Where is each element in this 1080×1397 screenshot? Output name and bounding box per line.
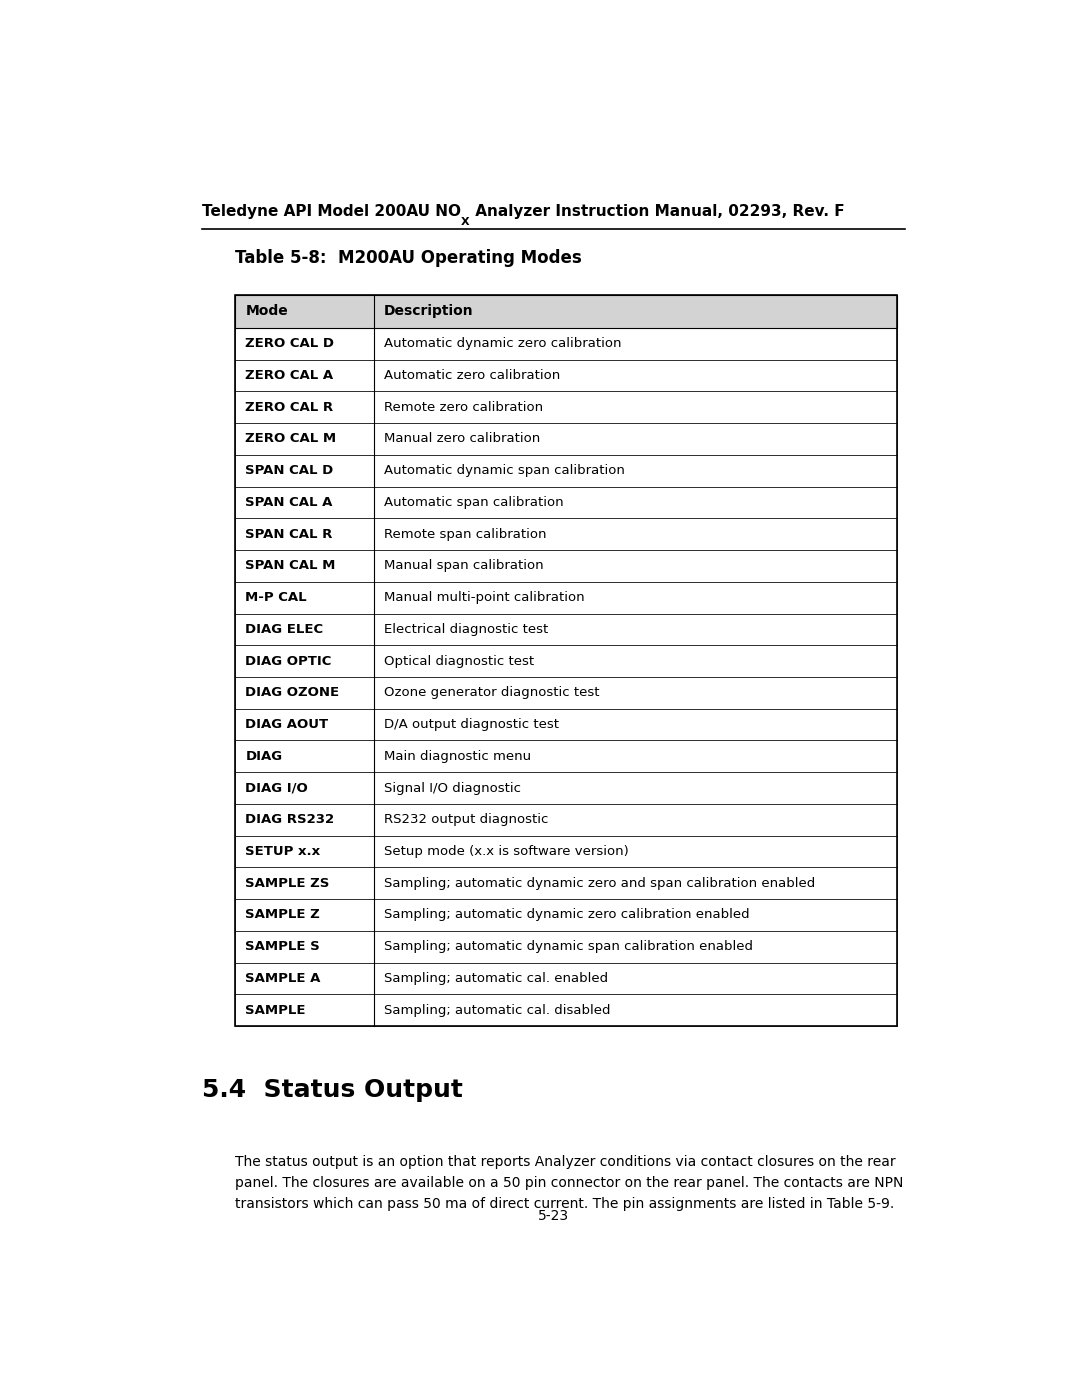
Text: Automatic dynamic zero calibration: Automatic dynamic zero calibration: [383, 337, 621, 351]
Bar: [235, 773, 896, 803]
Text: Sampling; automatic cal. disabled: Sampling; automatic cal. disabled: [383, 1003, 610, 1017]
Text: SETUP x.x: SETUP x.x: [245, 845, 321, 858]
Bar: [235, 645, 896, 678]
Text: Table 5-8:  M200AU Operating Modes: Table 5-8: M200AU Operating Modes: [235, 249, 582, 267]
Text: Setup mode (x.x is software version): Setup mode (x.x is software version): [383, 845, 629, 858]
Text: Signal I/O diagnostic: Signal I/O diagnostic: [383, 781, 521, 795]
Text: Sampling; automatic dynamic span calibration enabled: Sampling; automatic dynamic span calibra…: [383, 940, 753, 953]
Text: RS232 output diagnostic: RS232 output diagnostic: [383, 813, 548, 826]
Bar: [235, 359, 896, 391]
Text: DIAG RS232: DIAG RS232: [245, 813, 335, 826]
Text: Remote span calibration: Remote span calibration: [383, 528, 546, 541]
Text: DIAG OPTIC: DIAG OPTIC: [245, 655, 332, 668]
Text: Automatic zero calibration: Automatic zero calibration: [383, 369, 559, 381]
Text: Teledyne API Model 200AU NO: Teledyne API Model 200AU NO: [202, 204, 461, 219]
Bar: [235, 708, 896, 740]
Text: SAMPLE Z: SAMPLE Z: [245, 908, 321, 922]
Bar: [235, 740, 896, 773]
Text: ZERO CAL A: ZERO CAL A: [245, 369, 334, 381]
Text: Sampling; automatic dynamic zero calibration enabled: Sampling; automatic dynamic zero calibra…: [383, 908, 750, 922]
Bar: [235, 391, 896, 423]
Text: DIAG ELEC: DIAG ELEC: [245, 623, 324, 636]
Text: Description: Description: [383, 305, 473, 319]
Bar: [235, 423, 896, 455]
Bar: [235, 328, 896, 359]
Text: DIAG I/O: DIAG I/O: [245, 781, 308, 795]
Text: SAMPLE A: SAMPLE A: [245, 972, 321, 985]
Bar: [235, 835, 896, 868]
Bar: [235, 900, 896, 930]
Text: DIAG AOUT: DIAG AOUT: [245, 718, 328, 731]
Bar: [235, 486, 896, 518]
Text: Automatic span calibration: Automatic span calibration: [383, 496, 563, 509]
Bar: [235, 455, 896, 486]
Text: SPAN CAL D: SPAN CAL D: [245, 464, 334, 478]
Text: Sampling; automatic cal. enabled: Sampling; automatic cal. enabled: [383, 972, 608, 985]
Text: Sampling; automatic dynamic zero and span calibration enabled: Sampling; automatic dynamic zero and spa…: [383, 877, 814, 890]
Text: Electrical diagnostic test: Electrical diagnostic test: [383, 623, 548, 636]
Text: Manual multi-point calibration: Manual multi-point calibration: [383, 591, 584, 604]
Text: SPAN CAL M: SPAN CAL M: [245, 559, 336, 573]
Text: ZERO CAL M: ZERO CAL M: [245, 433, 337, 446]
Bar: [235, 550, 896, 581]
Text: Optical diagnostic test: Optical diagnostic test: [383, 655, 534, 668]
Text: Ozone generator diagnostic test: Ozone generator diagnostic test: [383, 686, 599, 700]
Bar: [235, 995, 896, 1025]
Text: The status output is an option that reports Analyzer conditions via contact clos: The status output is an option that repo…: [235, 1155, 904, 1211]
Text: X: X: [461, 217, 470, 226]
Text: Manual span calibration: Manual span calibration: [383, 559, 543, 573]
Text: SAMPLE: SAMPLE: [245, 1003, 306, 1017]
Bar: [235, 581, 896, 613]
Text: 5.4  Status Output: 5.4 Status Output: [202, 1077, 463, 1102]
Text: SAMPLE ZS: SAMPLE ZS: [245, 877, 329, 890]
Bar: [235, 803, 896, 835]
Bar: [235, 930, 896, 963]
Text: Main diagnostic menu: Main diagnostic menu: [383, 750, 530, 763]
Bar: [235, 678, 896, 708]
Text: SPAN CAL R: SPAN CAL R: [245, 528, 333, 541]
Bar: [235, 295, 896, 1025]
Text: SAMPLE S: SAMPLE S: [245, 940, 321, 953]
Text: Mode: Mode: [245, 305, 288, 319]
Bar: [235, 295, 896, 328]
Text: ZERO CAL R: ZERO CAL R: [245, 401, 334, 414]
Text: Remote zero calibration: Remote zero calibration: [383, 401, 543, 414]
Text: Automatic dynamic span calibration: Automatic dynamic span calibration: [383, 464, 624, 478]
Text: Manual zero calibration: Manual zero calibration: [383, 433, 540, 446]
Text: Analyzer Instruction Manual, 02293, Rev. F: Analyzer Instruction Manual, 02293, Rev.…: [470, 204, 845, 219]
Bar: [235, 963, 896, 995]
Text: ZERO CAL D: ZERO CAL D: [245, 337, 335, 351]
Bar: [235, 868, 896, 900]
Bar: [235, 518, 896, 550]
Bar: [235, 613, 896, 645]
Text: DIAG OZONE: DIAG OZONE: [245, 686, 339, 700]
Text: SPAN CAL A: SPAN CAL A: [245, 496, 333, 509]
Text: 5-23: 5-23: [538, 1210, 569, 1224]
Text: M-P CAL: M-P CAL: [245, 591, 307, 604]
Text: D/A output diagnostic test: D/A output diagnostic test: [383, 718, 558, 731]
Text: DIAG: DIAG: [245, 750, 283, 763]
